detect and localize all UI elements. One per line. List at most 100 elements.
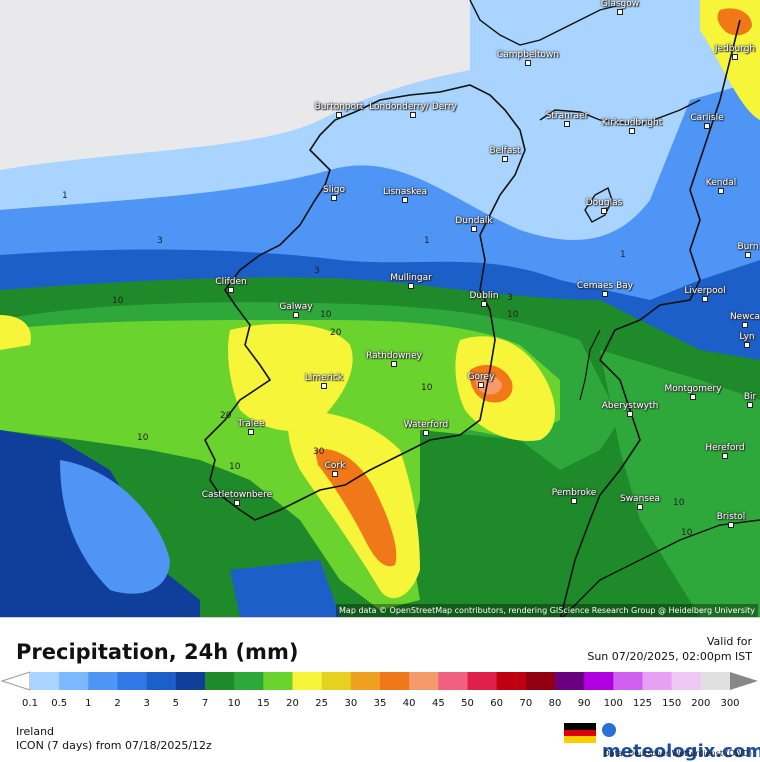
scale-swatch xyxy=(59,672,89,690)
brand-name: meteologix.com xyxy=(602,741,760,762)
city-label: Swansea xyxy=(619,494,661,504)
meteologix-logo[interactable]: meteologix.com xyxy=(602,720,760,762)
contour-label: 3 xyxy=(314,266,320,276)
scale-tick-label: 90 xyxy=(577,698,591,709)
contour-label: 1 xyxy=(620,250,626,260)
scale-tick-label: 50 xyxy=(461,698,474,709)
scale-swatch xyxy=(555,672,585,690)
legend-panel: Precipitation, 24h (mm) Valid for Sun 07… xyxy=(0,617,760,762)
city-marker xyxy=(332,471,338,477)
scale-swatch xyxy=(321,672,352,690)
scale-tick-label: 35 xyxy=(373,698,387,709)
scale-swatch xyxy=(642,672,673,690)
city-marker xyxy=(747,402,753,408)
city-marker xyxy=(471,226,477,232)
map-attribution: Map data © OpenStreetMap contributors, r… xyxy=(336,604,758,617)
city-label: Burn xyxy=(737,242,759,252)
city-marker xyxy=(391,361,397,367)
valid-for-label: Valid for xyxy=(706,635,752,648)
city-label: Londonderry/ Derry xyxy=(369,102,457,112)
scale-tick-label: 200 xyxy=(691,698,711,709)
scale-swatch xyxy=(467,672,498,690)
city-marker xyxy=(742,322,748,328)
city-marker xyxy=(627,411,633,417)
city-label: Newca xyxy=(729,312,760,322)
city-marker xyxy=(408,283,414,289)
contour-label: 10 xyxy=(137,433,149,443)
city-marker xyxy=(571,498,577,504)
map-title: Precipitation, 24h (mm) xyxy=(16,640,299,664)
city-label: Lyn xyxy=(739,332,755,342)
contour-label: 10 xyxy=(112,296,124,306)
scale-swatch xyxy=(30,672,60,690)
scale-tick-label: 0.1 xyxy=(22,698,38,709)
city-marker xyxy=(722,453,728,459)
city-label: Kendal xyxy=(705,178,737,188)
contour-label: 10 xyxy=(421,383,433,393)
city-marker xyxy=(478,382,484,388)
scale-swatch xyxy=(234,672,264,690)
city-label: Montgomery xyxy=(664,384,722,394)
city-label: Cemaes Bay xyxy=(576,281,634,291)
scale-tick-label: 10 xyxy=(227,698,241,709)
scale-swatch xyxy=(613,672,643,690)
scale-tick-label: 150 xyxy=(662,698,682,709)
city-label: Burtonport xyxy=(314,102,364,112)
city-label: Gorey xyxy=(467,372,495,382)
city-label: Stranraer xyxy=(545,111,589,121)
city-marker xyxy=(702,296,708,302)
contour-label: 3 xyxy=(507,293,513,303)
city-marker xyxy=(402,197,408,203)
contour-label: 30 xyxy=(313,447,325,457)
globe-icon xyxy=(602,723,616,737)
city-label: Jedburgh xyxy=(714,44,756,54)
scale-swatch xyxy=(263,672,293,690)
city-label: Cork xyxy=(324,461,346,471)
city-label: Pembroke xyxy=(551,488,597,498)
scale-tick-label: 40 xyxy=(402,698,416,709)
scale-max-arrow xyxy=(730,672,758,690)
model-run: ICON (7 days) from 07/18/2025/12z xyxy=(16,739,212,752)
scale-swatch xyxy=(292,672,323,690)
precipitation-map[interactable]: Glasgow Jedburgh Campbeltown Burtonport Lond… xyxy=(0,0,760,617)
city-label: Bristol xyxy=(716,512,746,522)
city-marker xyxy=(637,504,643,510)
scale-swatch xyxy=(525,672,556,690)
city-label: Clifden xyxy=(215,277,247,287)
city-marker xyxy=(564,121,570,127)
city-marker xyxy=(602,291,608,297)
scale-tick-label: 1 xyxy=(85,698,92,709)
scale-tick-label: 30 xyxy=(344,698,358,709)
city-label: Kirkcudbright xyxy=(601,118,663,128)
city-marker xyxy=(228,287,234,293)
city-marker xyxy=(745,252,751,258)
scale-swatch xyxy=(409,672,439,690)
city-marker xyxy=(617,9,623,15)
precipitation-field xyxy=(0,0,760,617)
scale-tick-label: 70 xyxy=(519,698,533,709)
scale-tick-label: 80 xyxy=(548,698,562,709)
city-label: Castletownbere xyxy=(201,490,273,500)
scale-swatch xyxy=(438,672,468,690)
scale-tick-label: 25 xyxy=(315,698,329,709)
city-label: Galway xyxy=(279,302,313,312)
scale-tick-label: 300 xyxy=(720,698,740,709)
city-marker xyxy=(601,208,607,214)
scale-swatch xyxy=(496,672,527,690)
city-label: Dundalk xyxy=(455,216,493,226)
scale-tick-label: 5 xyxy=(172,698,180,709)
scale-tick-label: 15 xyxy=(256,698,270,709)
scale-tick-label: 7 xyxy=(201,698,209,709)
city-marker xyxy=(293,312,299,318)
contour-label: 3 xyxy=(157,236,163,246)
scale-swatch xyxy=(380,672,410,690)
city-marker xyxy=(410,112,416,118)
city-marker xyxy=(525,60,531,66)
city-marker xyxy=(502,156,508,162)
scale-tick-label: 125 xyxy=(632,698,653,709)
scale-swatch xyxy=(175,672,206,690)
contour-label: 10 xyxy=(507,310,519,320)
city-label: Rathdowney xyxy=(366,351,422,361)
city-label: Waterford xyxy=(403,420,449,430)
contour-label: 20 xyxy=(220,411,232,421)
